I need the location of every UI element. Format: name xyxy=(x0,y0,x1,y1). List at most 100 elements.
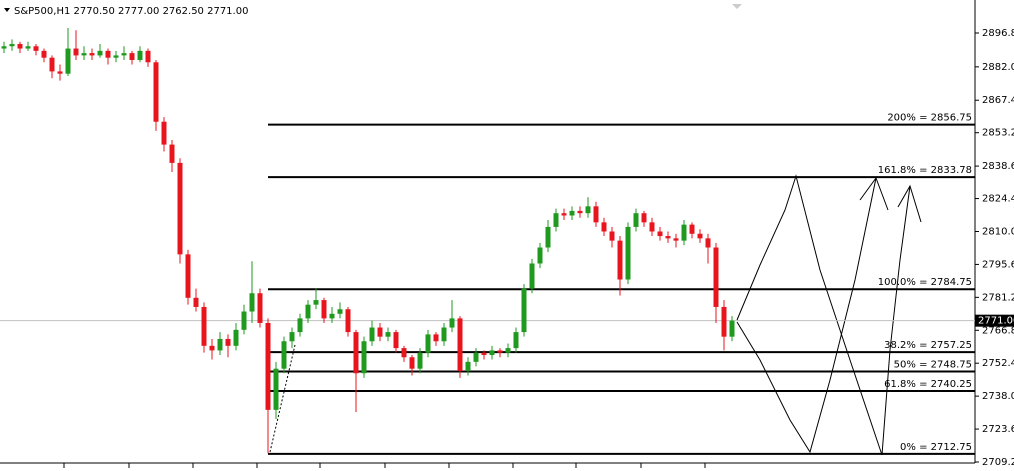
candle-body xyxy=(641,213,647,223)
candle-body xyxy=(537,247,543,264)
candle-body xyxy=(65,48,71,74)
candle-body xyxy=(73,48,79,56)
y-tick-label: 2709.20 xyxy=(982,457,1014,468)
candle-body xyxy=(657,231,663,237)
candle-body xyxy=(665,236,671,239)
candle-body xyxy=(681,224,687,241)
candle-body xyxy=(369,327,375,342)
candle-body xyxy=(153,62,159,122)
candle-body xyxy=(489,350,495,355)
candle-body xyxy=(465,361,471,371)
candle-body xyxy=(313,300,319,305)
candle-body xyxy=(25,46,31,49)
candle-body xyxy=(617,240,623,280)
candle-body xyxy=(89,53,95,56)
candle-body xyxy=(545,226,551,248)
candle-body xyxy=(513,332,519,349)
y-tick-label: 2824.40 xyxy=(982,194,1014,205)
candle-body xyxy=(473,352,479,362)
projection-stroke xyxy=(897,184,922,223)
y-tick-label: 2838.60 xyxy=(982,161,1014,172)
candle-body xyxy=(601,222,607,232)
candle-body xyxy=(409,357,415,369)
candle-body xyxy=(145,50,151,63)
candle-body xyxy=(177,162,183,255)
fib-label: 200% = 2856.75 xyxy=(887,113,972,124)
candle-body xyxy=(49,57,55,72)
candle-body xyxy=(329,313,335,319)
chart-title: S&P500,H1 2770.50 2777.00 2762.50 2771.0… xyxy=(14,6,248,17)
candle-body xyxy=(161,121,167,145)
candle-body xyxy=(121,53,127,56)
candle-body xyxy=(185,254,191,298)
candle-body xyxy=(401,348,407,358)
candle-body xyxy=(137,50,143,60)
fib-label: 100.0% = 2784.75 xyxy=(878,277,972,288)
candle-body xyxy=(129,53,135,60)
candle-body xyxy=(113,55,119,58)
candle-body xyxy=(481,352,487,355)
candle-body xyxy=(553,213,559,227)
candle-body xyxy=(625,226,631,280)
candle-body xyxy=(209,345,215,351)
candle-body xyxy=(17,43,23,49)
candle-body xyxy=(321,300,327,319)
candle-body xyxy=(393,332,399,349)
fib-label: 50% = 2748.75 xyxy=(894,360,972,371)
candle-body xyxy=(169,144,175,163)
candle-body xyxy=(697,233,703,239)
y-tick-label: 2882.00 xyxy=(982,62,1014,73)
candle-body xyxy=(649,222,655,232)
candle-body xyxy=(505,348,511,353)
candle-body xyxy=(9,43,15,47)
candle-body xyxy=(497,350,503,353)
candle-body xyxy=(593,206,599,223)
candle-body xyxy=(433,334,439,342)
candle-body xyxy=(265,322,271,410)
candle-body xyxy=(217,338,223,351)
y-tick-label: 2723.60 xyxy=(982,424,1014,435)
candle-body xyxy=(305,304,311,319)
candle-body xyxy=(241,311,247,330)
candle-body xyxy=(233,329,239,346)
y-tick-label: 2853.20 xyxy=(982,128,1014,139)
candle-body xyxy=(729,320,735,337)
y-tick-label: 2752.40 xyxy=(982,358,1014,369)
candle-body xyxy=(385,332,391,337)
candle-body xyxy=(673,238,679,241)
candle-body xyxy=(201,306,207,346)
candle-body xyxy=(337,309,343,314)
candle-body xyxy=(449,318,455,328)
candle-body xyxy=(193,297,199,307)
candle-body xyxy=(33,46,39,51)
candle-body xyxy=(249,293,255,312)
y-tick-label: 2781.20 xyxy=(982,292,1014,303)
y-tick-label: 2738.00 xyxy=(982,391,1014,402)
candle-body xyxy=(529,263,535,289)
candle-body xyxy=(289,332,295,342)
candle-body xyxy=(633,213,639,227)
y-tick-label: 2795.60 xyxy=(982,259,1014,270)
candle-body xyxy=(441,327,447,342)
y-tick-label: 2810.00 xyxy=(982,226,1014,237)
candle-body xyxy=(41,50,47,58)
candle-body xyxy=(521,288,527,333)
fib-label: 161.8% = 2833.78 xyxy=(878,165,972,176)
price-label-box xyxy=(975,314,1014,327)
fib-label: 0% = 2712.75 xyxy=(900,442,972,453)
candle-body xyxy=(345,309,351,333)
fib-label: 61.8% = 2740.25 xyxy=(884,379,972,390)
candle-body xyxy=(721,306,727,337)
candle-body xyxy=(281,341,287,369)
candle-body xyxy=(257,293,263,323)
candle-body xyxy=(81,53,87,56)
candle-body xyxy=(705,238,711,248)
candle-body xyxy=(585,206,591,214)
projection-path xyxy=(736,174,911,456)
candle-body xyxy=(361,341,367,374)
candle-body xyxy=(561,213,567,216)
candle-body xyxy=(713,247,719,307)
candle-body xyxy=(1,46,7,49)
candle-body xyxy=(273,368,279,410)
